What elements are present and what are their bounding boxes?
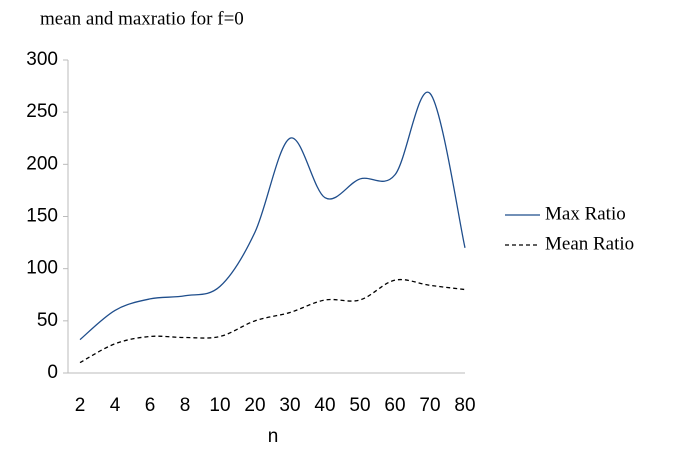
chart-title: mean and maxratio for f=0 xyxy=(40,8,244,29)
y-tick-label: 250 xyxy=(26,101,58,122)
y-tick-label: 150 xyxy=(26,206,58,227)
x-tick-label: 50 xyxy=(349,395,370,416)
x-tick-label: 80 xyxy=(454,395,475,416)
series-line xyxy=(79,91,466,341)
legend-label: Max Ratio xyxy=(545,203,626,224)
y-tick-label: 50 xyxy=(37,310,58,331)
x-tick-label: 10 xyxy=(209,395,230,416)
x-tick-label: 30 xyxy=(279,395,300,416)
x-tick-label: 6 xyxy=(145,395,156,416)
y-tick-label: 0 xyxy=(47,362,58,383)
y-tick-label: 100 xyxy=(26,258,58,279)
x-tick-label: 20 xyxy=(244,395,265,416)
x-tick-label: 4 xyxy=(110,395,121,416)
y-tick-label: 200 xyxy=(26,153,58,174)
series-line xyxy=(79,278,466,364)
x-tick-label: 8 xyxy=(180,395,191,416)
x-tick-label: 2 xyxy=(75,395,86,416)
y-tick-label: 300 xyxy=(26,49,58,70)
x-tick-label: 40 xyxy=(314,395,335,416)
legend-label: Mean Ratio xyxy=(545,233,634,254)
x-tick-label: 60 xyxy=(384,395,405,416)
x-tick-label: 70 xyxy=(419,395,440,416)
x-axis-label: n xyxy=(268,426,279,447)
